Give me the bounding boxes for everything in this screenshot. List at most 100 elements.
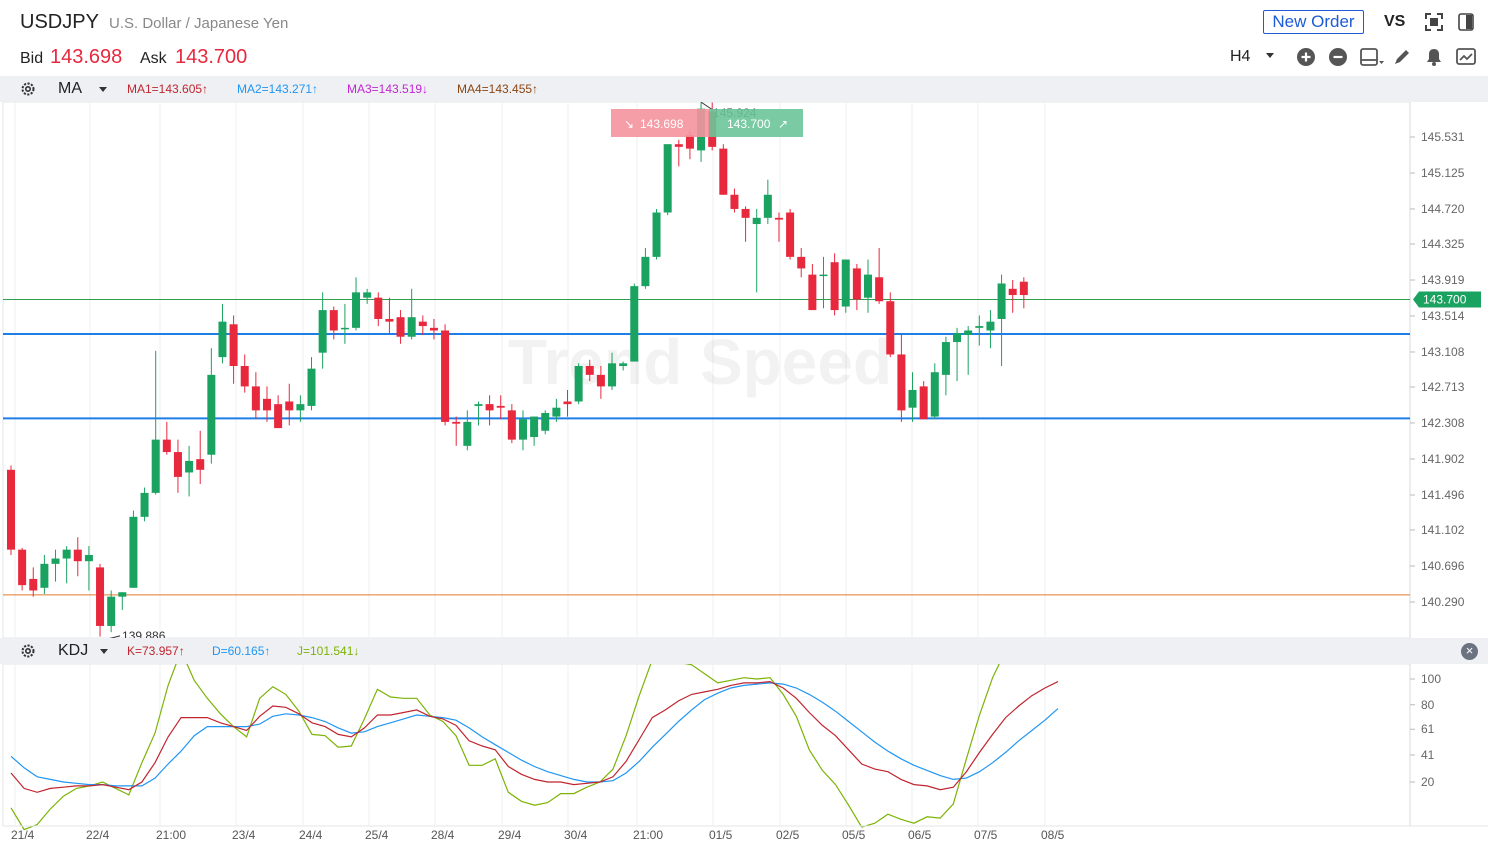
price-tick-label: 141.902 <box>1421 452 1465 466</box>
zoom-out-icon[interactable] <box>1328 47 1348 67</box>
bid-tag-label: 143.698 <box>640 117 684 131</box>
ma4-value: MA4=143.455↑ <box>457 82 539 96</box>
sidebar-toggle-icon[interactable] <box>1458 13 1474 31</box>
candle-down <box>596 374 605 387</box>
candle-up <box>752 217 761 225</box>
price-tick-label: 143.514 <box>1421 309 1465 323</box>
gear-icon[interactable] <box>20 81 36 97</box>
candle-up <box>630 286 639 362</box>
draw-pencil-icon[interactable] <box>1392 47 1412 67</box>
ask-tag-arrow: ↗ <box>778 117 788 131</box>
kdj-tick-label: 41 <box>1421 748 1435 762</box>
candle-up <box>207 374 216 455</box>
candle-up <box>819 274 828 277</box>
kdj-indicator-name[interactable]: KDJ <box>58 642 89 659</box>
candle-down <box>196 459 205 470</box>
candle-down <box>507 410 516 440</box>
date-label: 21/4 <box>11 828 35 842</box>
zoom-in-icon[interactable] <box>1296 47 1316 67</box>
ma-indicator-bar: MA MA1=143.605↑ MA2=143.271↑ MA3=143.519… <box>0 76 1488 102</box>
last-price-tag <box>1413 291 1481 308</box>
kdj-j-value: J=101.541↓ <box>297 644 360 658</box>
candle-down <box>18 549 27 586</box>
price-tick-label: 144.325 <box>1421 237 1465 251</box>
chevron-down-icon[interactable] <box>1266 53 1274 58</box>
candle-down <box>262 398 271 411</box>
timeframe-select[interactable]: H4 <box>1230 48 1251 65</box>
candle-down <box>830 262 839 311</box>
price-tick-label: 143.108 <box>1421 345 1465 359</box>
candle-up <box>541 413 550 431</box>
ask-value: 143.700 <box>175 46 248 68</box>
kdj-tick-label: 80 <box>1421 698 1435 712</box>
candle-down <box>429 327 438 331</box>
price-tick-label: 145.125 <box>1421 166 1465 180</box>
candle-down <box>852 268 861 300</box>
candle-up <box>518 419 527 440</box>
candle-up <box>62 549 71 559</box>
price-tick-label: 141.102 <box>1421 523 1465 537</box>
bid-value: 143.698 <box>50 46 123 68</box>
price-chart[interactable]: 145.531 145.125 144.720 144.325 143.919 143.5… <box>0 102 1488 638</box>
price-tick-label: 142.308 <box>1421 416 1465 430</box>
candle-up <box>463 421 472 446</box>
kdj-plot-area <box>2 664 1411 827</box>
candle-up <box>218 321 227 358</box>
candle-down <box>229 324 238 366</box>
candle-down <box>96 567 105 626</box>
date-label: 21:00 <box>156 828 186 842</box>
candle-up <box>118 592 127 597</box>
kdj-chart[interactable]: 100 80 61 41 20 21/4 22/4 21:00 23/4 24/4 25/4 28/4… <box>0 664 1488 848</box>
close-icon[interactable]: × <box>1461 643 1478 660</box>
price-tick-label: 140.290 <box>1421 595 1465 609</box>
ma-indicator-name[interactable]: MA <box>58 80 82 97</box>
date-label: 29/4 <box>498 828 522 842</box>
candle-down <box>7 469 15 550</box>
bid-tag <box>611 109 709 137</box>
gear-icon[interactable] <box>20 643 36 659</box>
candle-down <box>73 549 82 562</box>
candle-up <box>652 212 661 257</box>
candle-up <box>574 365 583 402</box>
candle-down <box>396 317 405 337</box>
layout-icon[interactable] <box>1360 47 1384 67</box>
candle-up <box>763 194 772 218</box>
fullscreen-icon[interactable] <box>1425 13 1443 31</box>
candle-down <box>1019 281 1028 296</box>
candle-down <box>719 148 728 195</box>
candle-down <box>685 135 694 149</box>
candle-up <box>619 363 628 366</box>
symbol-header: USDJPY U.S. Dollar / Japanese Yen New Or… <box>0 0 1488 42</box>
candle-down <box>741 208 750 218</box>
candle-down <box>886 301 895 355</box>
candle-up <box>975 326 984 328</box>
new-order-button[interactable]: New Order <box>1263 10 1364 34</box>
candle-up <box>40 563 49 588</box>
ma1-value: MA1=143.605↑ <box>127 82 209 96</box>
bid-label: Bid <box>20 50 44 67</box>
chart-type-icon[interactable] <box>1456 47 1478 67</box>
candle-up <box>307 368 316 406</box>
vs-compare-button[interactable]: VS <box>1384 13 1406 30</box>
candle-up <box>129 516 138 588</box>
chevron-down-icon[interactable] <box>99 87 107 92</box>
kdj-j-line <box>10 664 1000 831</box>
symbol-description: U.S. Dollar / Japanese Yen <box>109 15 289 32</box>
date-label: 30/4 <box>564 828 588 842</box>
candle-down <box>786 212 795 257</box>
watermark: Trend Speed <box>508 326 892 398</box>
last-price-label: 143.700 <box>1423 292 1467 306</box>
alert-bell-icon[interactable] <box>1424 47 1444 67</box>
candle-down <box>485 404 494 411</box>
candle-down <box>418 321 427 327</box>
candle-up <box>552 407 561 417</box>
ask-tag <box>709 109 803 137</box>
candle-up <box>84 554 93 562</box>
candle-down <box>730 194 739 209</box>
chevron-down-icon[interactable] <box>100 649 108 654</box>
ma3-value: MA3=143.519↓ <box>347 82 429 96</box>
candle-down <box>374 297 383 319</box>
date-label: 22/4 <box>86 828 110 842</box>
price-tick-label: 142.713 <box>1421 380 1465 394</box>
